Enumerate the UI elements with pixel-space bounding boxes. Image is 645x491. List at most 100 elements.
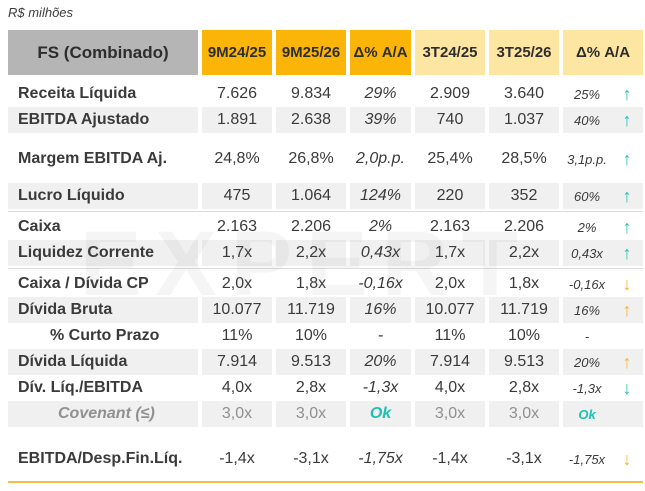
metric-value-cell: 2,0x <box>434 275 466 292</box>
bottom-accent-line <box>8 481 643 483</box>
metric-value-cell: 7.626 <box>216 85 258 102</box>
metric-value-cell: 2,0x <box>221 275 253 292</box>
metric-value-cell: 1.064 <box>276 183 346 209</box>
row-label: Lucro Líquido <box>8 183 198 209</box>
column-header-delta-9m: Δ% A/A <box>350 30 411 75</box>
delta-and-trend-cell: 20% ↑ <box>563 349 643 375</box>
delta-value-cell: 39% <box>350 107 411 133</box>
metric-value-cell: 2.163 <box>216 218 258 235</box>
table-row: Margem EBITDA Aj. 24,8% 26,8% 2,0p.p. 25,4% 2… <box>8 146 643 172</box>
table-row: Receita Líquida 7.626 9.834 29% 2.909 3.640 25… <box>8 81 643 107</box>
delta-value: 0,43x <box>571 245 603 261</box>
metric-value-cell: 10.077 <box>202 297 272 323</box>
row-label: Dív. Líq./EBITDA <box>18 379 144 396</box>
metric-value-cell: 3,0x <box>202 401 272 427</box>
metric-value-cell: 475 <box>202 183 272 209</box>
table-header-row: FS (Combinado) 9M24/25 9M25/26 Δ% A/A 3T… <box>8 30 643 75</box>
delta-value-cell: -1,75x <box>358 450 403 467</box>
up-arrow-icon: ↑ <box>622 300 632 320</box>
up-arrow-icon: ↑ <box>622 149 632 169</box>
up-arrow-icon: ↑ <box>622 243 632 263</box>
section-divider <box>8 268 643 269</box>
delta-value-cell: Ok <box>350 401 411 427</box>
table-row: Dívida Líquida 7.914 9.513 20% 7.914 9.513 20%… <box>8 349 643 375</box>
metric-value-cell: 9.513 <box>489 349 559 375</box>
metric-value-cell: 1,7x <box>415 240 485 266</box>
metric-value-cell: 11.719 <box>489 297 559 323</box>
metric-value-cell: 2.638 <box>276 107 346 133</box>
table-row: EBITDA/Desp.Fin.Líq. -1,4x -3,1x -1,75x -1,4… <box>8 446 643 472</box>
table-row: % Curto Prazo 11% 10% - 11% 10% - <box>8 323 643 349</box>
metric-value-cell: -1,4x <box>219 450 255 467</box>
table-row: Covenant (≤) 3,0x 3,0x Ok 3,0x 3,0x Ok <box>8 401 643 427</box>
delta-value: 40% <box>573 112 601 128</box>
delta-value-cell: 16% <box>350 297 411 323</box>
column-header-3t24-25: 3T24/25 <box>415 30 485 75</box>
row-label: Dívida Bruta <box>8 297 198 323</box>
table-row: EBITDA Ajustado 1.891 2.638 39% 740 1.037 40% ↑ <box>8 107 643 133</box>
column-header-3t25-26: 3T25/26 <box>489 30 559 75</box>
metric-value-cell: 4,0x <box>434 379 466 396</box>
delta-and-trend-cell: -1,75x ↓ <box>563 446 643 472</box>
delta-value: 16% <box>573 302 601 318</box>
metric-value-cell: -3,1x <box>293 450 329 467</box>
delta-value-cell: 2% <box>368 218 393 235</box>
metric-value-cell: 10% <box>507 327 541 344</box>
metric-value-cell: 1.037 <box>489 107 559 133</box>
up-arrow-icon: ↑ <box>622 110 632 130</box>
metric-value-cell: 7.914 <box>415 349 485 375</box>
spacer <box>8 172 643 183</box>
delta-value-cell: 0,43x <box>350 240 411 266</box>
metric-value-cell: 11% <box>221 327 253 344</box>
row-label: Dívida Líquida <box>8 349 198 375</box>
metric-value-cell: -1,4x <box>432 450 468 467</box>
row-label: EBITDA Ajustado <box>8 107 198 133</box>
delta-value: -0,16x <box>568 276 606 292</box>
table-title: FS (Combinado) <box>8 30 198 75</box>
delta-and-trend-cell: Ok <box>563 401 643 427</box>
metric-value-cell: 2,8x <box>508 379 540 396</box>
delta-value: Ok <box>578 406 596 422</box>
metric-value-cell: 1,8x <box>508 275 540 292</box>
metric-value-cell: 1,7x <box>202 240 272 266</box>
delta-value: 2% <box>577 219 597 235</box>
metric-value-cell: 3,0x <box>489 401 559 427</box>
delta-and-trend-cell: -1,3x ↓ <box>563 375 643 401</box>
delta-value-cell: 124% <box>350 183 411 209</box>
column-header-delta-3t: Δ% A/A <box>563 30 643 75</box>
table-row: Dív. Líq./EBITDA 4,0x 2,8x -1,3x 4,0x 2,8x -1,… <box>8 375 643 401</box>
spacer <box>8 133 643 146</box>
delta-and-trend-cell: 60% ↑ <box>563 183 643 209</box>
metric-value-cell: 1,8x <box>295 275 327 292</box>
metric-value-cell: 2,8x <box>295 379 327 396</box>
metric-value-cell: 220 <box>415 183 485 209</box>
metric-value-cell: 25,4% <box>427 150 473 167</box>
table-row: Liquidez Corrente 1,7x 2,2x 0,43x 1,7x 2,2x 0,… <box>8 240 643 266</box>
metric-value-cell: 9.513 <box>276 349 346 375</box>
metric-value-cell: 2,2x <box>276 240 346 266</box>
row-label: Caixa <box>18 218 61 235</box>
metric-value-cell: -3,1x <box>506 450 542 467</box>
delta-and-trend-cell: 25% ↑ <box>563 81 643 107</box>
metric-value-cell: 10% <box>294 327 328 344</box>
section-divider <box>8 211 643 212</box>
delta-value: - <box>584 328 590 344</box>
column-header-9m25-26: 9M25/26 <box>276 30 346 75</box>
metric-value-cell: 3,0x <box>276 401 346 427</box>
delta-value-cell: -0,16x <box>358 275 403 292</box>
delta-value-cell: 2,0p.p. <box>356 150 405 167</box>
delta-and-trend-cell: - <box>563 323 643 349</box>
metric-value-cell: 3,0x <box>415 401 485 427</box>
delta-and-trend-cell: 16% ↑ <box>563 297 643 323</box>
delta-value-cell: -1,3x <box>362 379 399 396</box>
metric-value-cell: 352 <box>489 183 559 209</box>
column-header-9m24-25: 9M24/25 <box>202 30 272 75</box>
delta-and-trend-cell: 3,1p.p. ↑ <box>563 146 643 172</box>
table-row: Caixa 2.163 2.206 2% 2.163 2.206 2% ↑ <box>8 214 643 240</box>
metric-value-cell: 26,8% <box>288 150 334 167</box>
metric-value-cell: 11% <box>434 327 466 344</box>
delta-value-cell: 29% <box>364 85 397 102</box>
up-arrow-icon: ↑ <box>622 217 632 237</box>
delta-and-trend-cell: 0,43x ↑ <box>563 240 643 266</box>
fs-combined-table: FS (Combinado) 9M24/25 9M25/26 Δ% A/A 3T… <box>8 30 643 483</box>
